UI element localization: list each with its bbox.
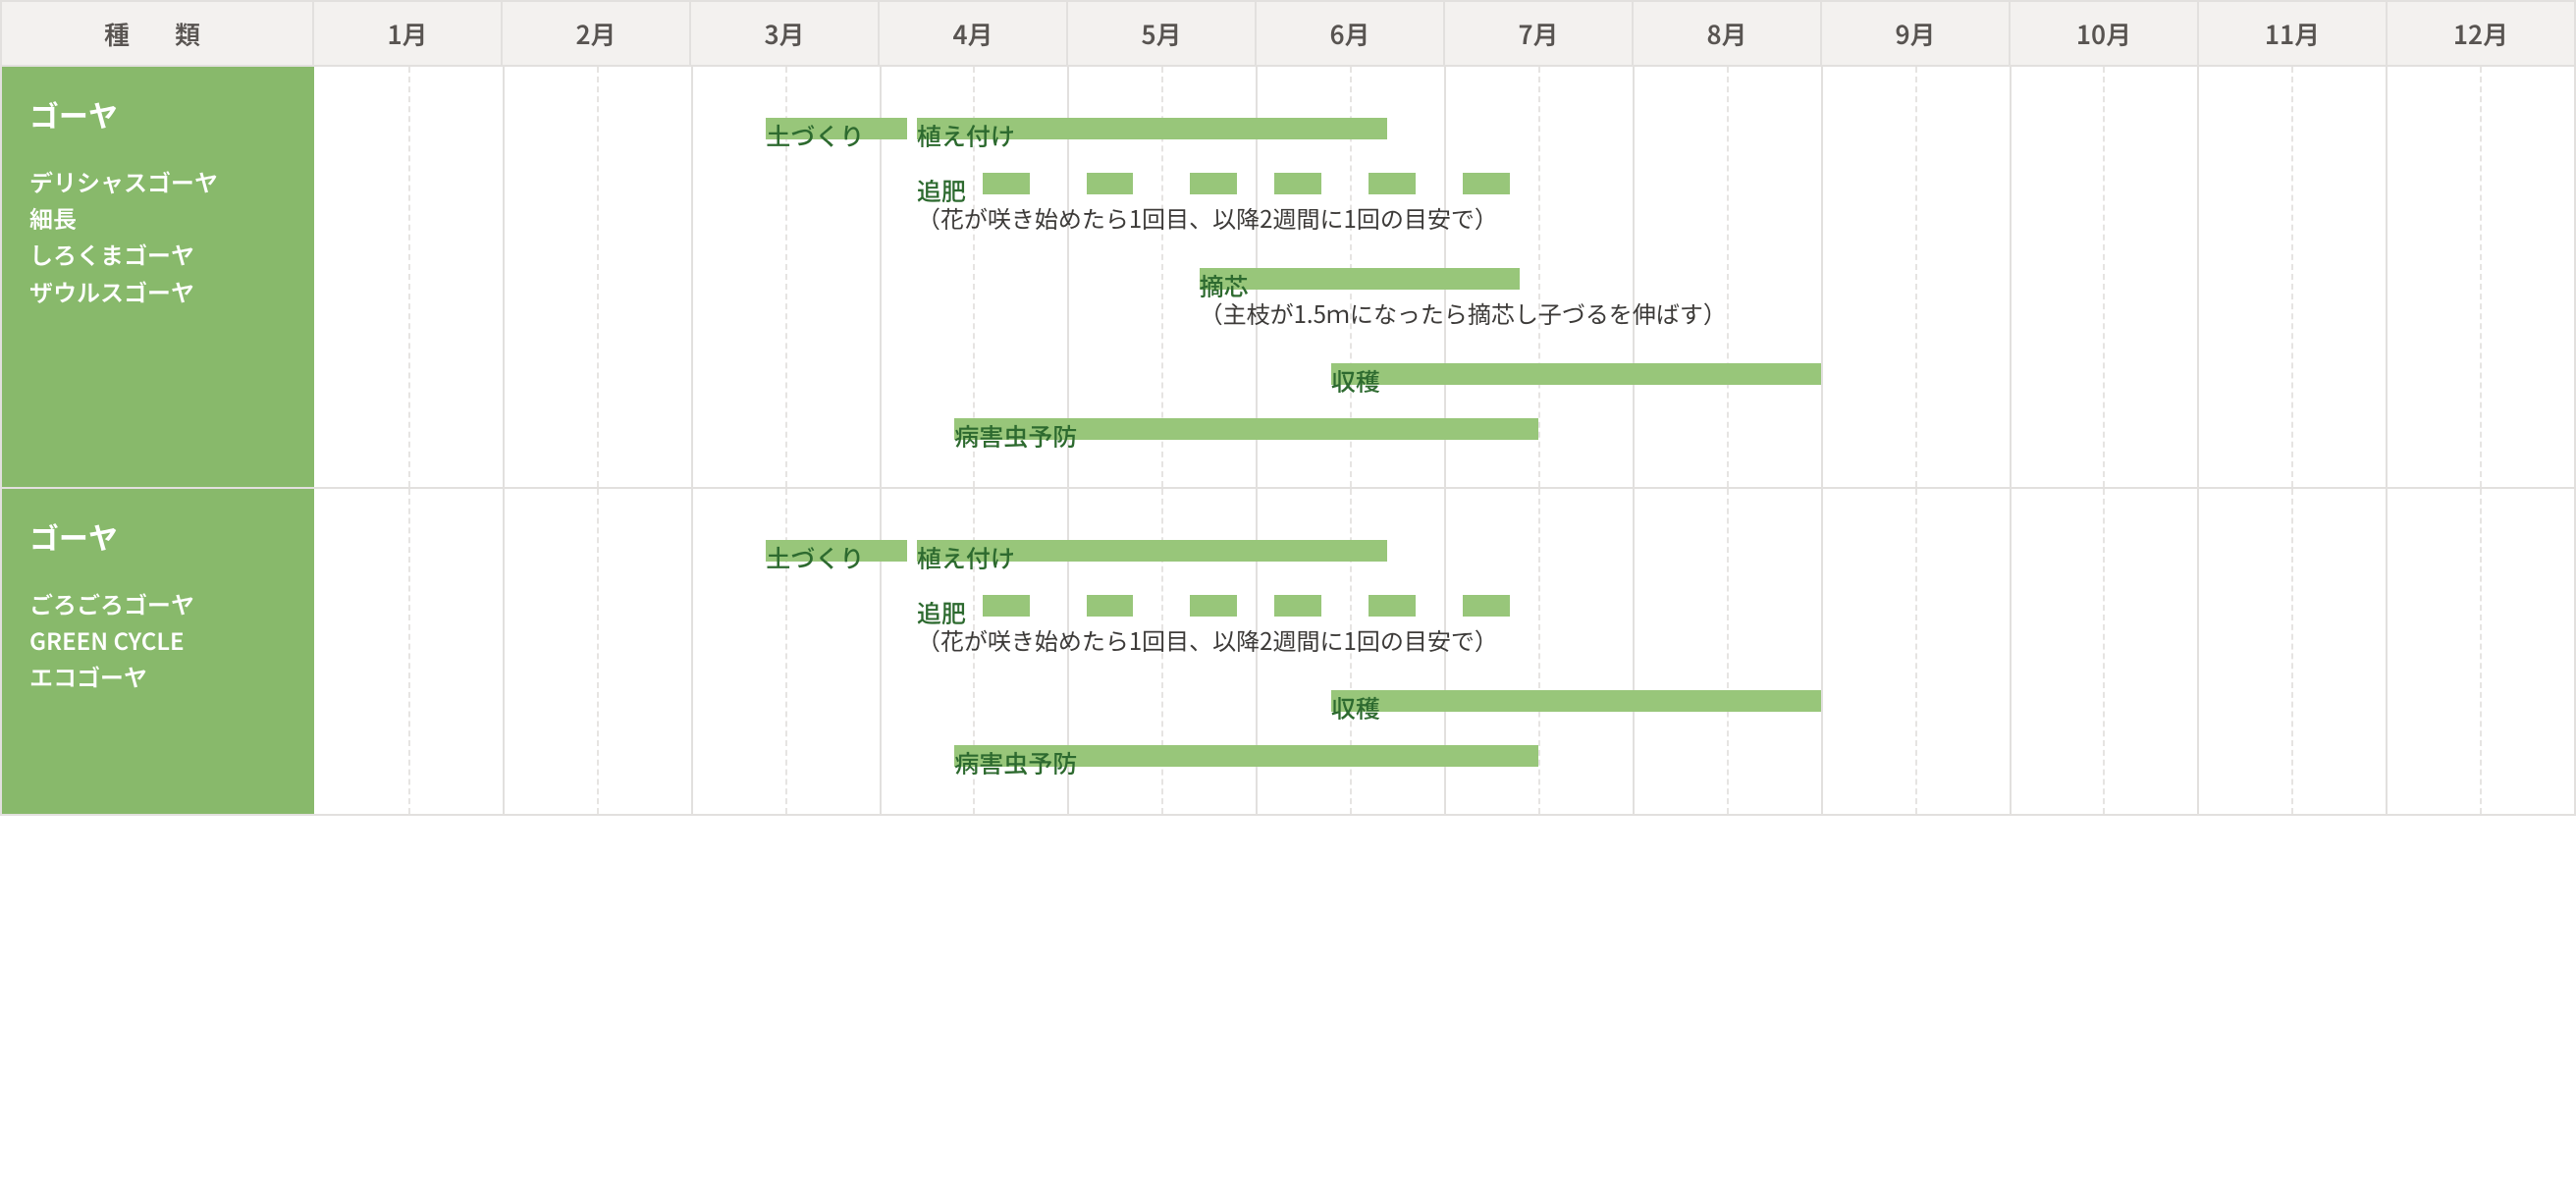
activity-label: 病害虫予防 (954, 418, 1077, 454)
activity-row: 収穫 (314, 690, 2574, 712)
header-month: 11月 (2199, 2, 2388, 65)
activity-note: （主枝が1.5ｍになったら摘芯し子づるを伸ばす） (1200, 296, 2574, 330)
header-month: 8月 (1634, 2, 1822, 65)
header-month: 3月 (691, 2, 880, 65)
planting-calendar: 種 類1月2月3月4月5月6月7月8月9月10月11月12月ゴーヤデリシャスゴー… (0, 0, 2576, 816)
activity-row: 摘芯（主枝が1.5ｍになったら摘芯し子づるを伸ばす） (314, 268, 2574, 330)
activity-segment (1190, 173, 1237, 194)
variety-name: デリシャスゴーヤ (29, 163, 293, 199)
activity-bar (1331, 690, 1821, 712)
activity-label: 収穫 (1331, 690, 1380, 725)
header-month: 2月 (503, 2, 691, 65)
activity-row: 土づくり植え付け (314, 540, 2574, 562)
activity-segment (1087, 173, 1134, 194)
variety-name: 細長 (29, 199, 293, 236)
activity-row: 病害虫予防 (314, 745, 2574, 767)
timeline: 土づくり植え付け追肥（花が咲き始めたら1回目、以降2週間に1回の目安で）摘芯（主… (314, 67, 2574, 487)
variety-title: ゴーヤ (29, 92, 293, 135)
activity-bar (1331, 363, 1821, 385)
header-month: 9月 (1822, 2, 2011, 65)
activity-label: 病害虫予防 (954, 745, 1077, 780)
activity-label: 土づくり (766, 118, 864, 153)
header-type-column: 種 類 (2, 2, 314, 65)
header-month: 5月 (1068, 2, 1257, 65)
activity-row: 病害虫予防 (314, 418, 2574, 440)
activity-note: （花が咲き始めたら1回目、以降2週間に1回の目安で） (917, 622, 2574, 657)
variety-name: ごろごろゴーヤ (29, 585, 293, 621)
variety-name: しろくまゴーヤ (29, 236, 293, 272)
activity-label: 植え付け (917, 118, 1015, 153)
activity-row: 追肥（花が咲き始めたら1回目、以降2週間に1回の目安で） (314, 595, 2574, 657)
activity-segment (983, 595, 1030, 617)
header-month: 10月 (2011, 2, 2199, 65)
header-month: 7月 (1445, 2, 1634, 65)
activity-segment (1190, 595, 1237, 617)
activity-row: 追肥（花が咲き始めたら1回目、以降2週間に1回の目安で） (314, 173, 2574, 235)
header-month: 4月 (880, 2, 1068, 65)
variety-name: エコゴーヤ (29, 658, 293, 694)
activity-label: 収穫 (1331, 363, 1380, 399)
activity-segment (1274, 595, 1321, 617)
variety-side-panel: ゴーヤごろごろゴーヤGREEN CYCLEエコゴーヤ (2, 489, 314, 814)
variety-name: ザウルスゴーヤ (29, 273, 293, 309)
activity-row: 土づくり植え付け (314, 118, 2574, 139)
activity-row: 収穫 (314, 363, 2574, 385)
header-month: 1月 (314, 2, 503, 65)
activity-segment (1274, 173, 1321, 194)
variety-title: ゴーヤ (29, 514, 293, 558)
header-month: 6月 (1257, 2, 1445, 65)
activity-segment (1368, 173, 1416, 194)
variety-name: GREEN CYCLE (29, 621, 293, 658)
variety-side-panel: ゴーヤデリシャスゴーヤ細長しろくまゴーヤザウルスゴーヤ (2, 67, 314, 487)
activity-segment (983, 173, 1030, 194)
activity-segment (1463, 595, 1510, 617)
activity-segment (1368, 595, 1416, 617)
activity-segment (1463, 173, 1510, 194)
activity-label: 土づくり (766, 540, 864, 575)
timeline: 土づくり植え付け追肥（花が咲き始めたら1回目、以降2週間に1回の目安で）収穫病害… (314, 489, 2574, 814)
header-month: 12月 (2388, 2, 2574, 65)
activity-note: （花が咲き始めたら1回目、以降2週間に1回の目安で） (917, 200, 2574, 235)
activity-label: 植え付け (917, 540, 1015, 575)
activity-segment (1087, 595, 1134, 617)
